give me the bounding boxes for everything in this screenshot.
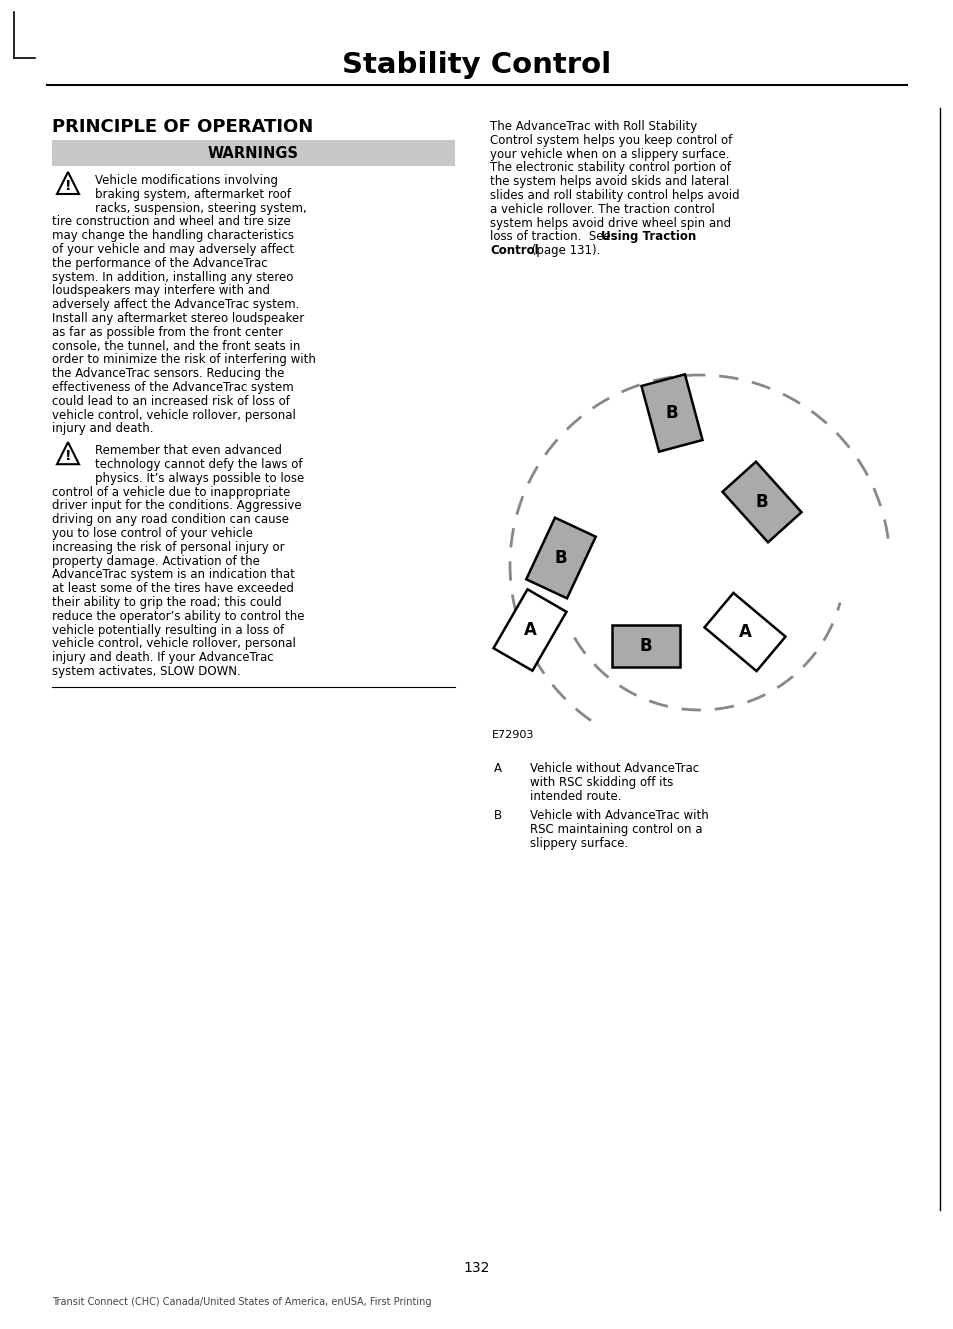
- Text: WARNINGS: WARNINGS: [208, 146, 298, 162]
- Text: loss of traction.  See: loss of traction. See: [490, 230, 614, 243]
- Text: a vehicle rollover. The traction control: a vehicle rollover. The traction control: [490, 203, 714, 215]
- Text: Vehicle without AdvanceTrac: Vehicle without AdvanceTrac: [530, 762, 699, 775]
- Text: system helps avoid drive wheel spin and: system helps avoid drive wheel spin and: [490, 217, 730, 230]
- Text: B: B: [665, 404, 678, 423]
- Text: A: A: [494, 762, 501, 775]
- Polygon shape: [526, 518, 595, 598]
- Text: adversely affect the AdvanceTrac system.: adversely affect the AdvanceTrac system.: [52, 298, 299, 311]
- Text: PRINCIPLE OF OPERATION: PRINCIPLE OF OPERATION: [52, 118, 313, 136]
- Text: intended route.: intended route.: [530, 789, 620, 803]
- Text: Install any aftermarket stereo loudspeaker: Install any aftermarket stereo loudspeak…: [52, 312, 304, 326]
- Text: system activates, SLOW DOWN.: system activates, SLOW DOWN.: [52, 664, 240, 678]
- Polygon shape: [721, 461, 801, 542]
- Text: The electronic stability control portion of: The electronic stability control portion…: [490, 161, 730, 174]
- Text: you to lose control of your vehicle: you to lose control of your vehicle: [52, 528, 253, 540]
- Text: property damage. Activation of the: property damage. Activation of the: [52, 554, 259, 567]
- Text: Transit Connect (CHC) Canada/United States of America, enUSA, First Printing: Transit Connect (CHC) Canada/United Stat…: [52, 1297, 431, 1306]
- Text: physics. It’s always possible to lose: physics. It’s always possible to lose: [95, 472, 304, 485]
- Text: the AdvanceTrac sensors. Reducing the: the AdvanceTrac sensors. Reducing the: [52, 367, 284, 380]
- Text: The AdvanceTrac with Roll Stability: The AdvanceTrac with Roll Stability: [490, 120, 697, 133]
- Text: driving on any road condition can cause: driving on any road condition can cause: [52, 513, 289, 526]
- Text: Control system helps you keep control of: Control system helps you keep control of: [490, 134, 732, 146]
- Text: Remember that even advanced: Remember that even advanced: [95, 444, 282, 457]
- Text: injury and death. If your AdvanceTrac: injury and death. If your AdvanceTrac: [52, 651, 274, 664]
- Text: order to minimize the risk of interfering with: order to minimize the risk of interferin…: [52, 354, 315, 367]
- Polygon shape: [612, 625, 679, 667]
- Text: A: A: [738, 623, 751, 641]
- Text: system. In addition, installing any stereo: system. In addition, installing any ster…: [52, 271, 294, 283]
- Text: braking system, aftermarket roof: braking system, aftermarket roof: [95, 187, 291, 201]
- Text: Vehicle modifications involving: Vehicle modifications involving: [95, 174, 277, 187]
- Text: their ability to grip the road; this could: their ability to grip the road; this cou…: [52, 595, 281, 609]
- Bar: [52, 140, 455, 166]
- Polygon shape: [493, 589, 566, 671]
- Text: injury and death.: injury and death.: [52, 423, 153, 436]
- Text: slides and roll stability control helps avoid: slides and roll stability control helps …: [490, 189, 739, 202]
- Text: RSC maintaining control on a: RSC maintaining control on a: [530, 823, 701, 836]
- Polygon shape: [703, 593, 784, 671]
- Text: !: !: [65, 449, 71, 462]
- Text: as far as possible from the front center: as far as possible from the front center: [52, 326, 283, 339]
- Text: at least some of the tires have exceeded: at least some of the tires have exceeded: [52, 582, 294, 595]
- Text: of your vehicle and may adversely affect: of your vehicle and may adversely affect: [52, 243, 294, 256]
- Text: could lead to an increased risk of loss of: could lead to an increased risk of loss …: [52, 395, 290, 408]
- Text: B: B: [494, 809, 501, 823]
- Text: vehicle control, vehicle rollover, personal: vehicle control, vehicle rollover, perso…: [52, 408, 295, 421]
- Text: loudspeakers may interfere with and: loudspeakers may interfere with and: [52, 284, 270, 298]
- Text: vehicle potentially resulting in a loss of: vehicle potentially resulting in a loss …: [52, 623, 284, 637]
- Polygon shape: [57, 171, 79, 194]
- Text: technology cannot defy the laws of: technology cannot defy the laws of: [95, 459, 302, 470]
- Text: AdvanceTrac system is an indication that: AdvanceTrac system is an indication that: [52, 569, 294, 581]
- Text: reduce the operator’s ability to control the: reduce the operator’s ability to control…: [52, 610, 304, 623]
- Text: racks, suspension, steering system,: racks, suspension, steering system,: [95, 202, 307, 214]
- Text: your vehicle when on a slippery surface.: your vehicle when on a slippery surface.: [490, 148, 729, 161]
- Text: (page 131).: (page 131).: [527, 245, 599, 258]
- Text: effectiveness of the AdvanceTrac system: effectiveness of the AdvanceTrac system: [52, 381, 294, 393]
- Text: the system helps avoid skids and lateral: the system helps avoid skids and lateral: [490, 175, 728, 189]
- Text: Using Traction: Using Traction: [600, 230, 696, 243]
- Text: B: B: [639, 637, 652, 655]
- Text: driver input for the conditions. Aggressive: driver input for the conditions. Aggress…: [52, 500, 301, 513]
- Text: B: B: [755, 493, 767, 510]
- Text: slippery surface.: slippery surface.: [530, 837, 628, 851]
- Text: 132: 132: [463, 1261, 490, 1275]
- Text: vehicle control, vehicle rollover, personal: vehicle control, vehicle rollover, perso…: [52, 638, 295, 650]
- Text: the performance of the AdvanceTrac: the performance of the AdvanceTrac: [52, 256, 268, 270]
- Polygon shape: [57, 443, 79, 464]
- Text: tire construction and wheel and tire size: tire construction and wheel and tire siz…: [52, 215, 291, 229]
- Text: E72903: E72903: [492, 730, 534, 740]
- Text: Vehicle with AdvanceTrac with: Vehicle with AdvanceTrac with: [530, 809, 708, 823]
- Text: console, the tunnel, and the front seats in: console, the tunnel, and the front seats…: [52, 340, 300, 352]
- Text: increasing the risk of personal injury or: increasing the risk of personal injury o…: [52, 541, 284, 554]
- Text: !: !: [65, 178, 71, 193]
- Text: Control: Control: [490, 245, 538, 258]
- Text: with RSC skidding off its: with RSC skidding off its: [530, 776, 673, 789]
- Text: A: A: [523, 621, 536, 639]
- Text: B: B: [554, 549, 567, 567]
- Text: control of a vehicle due to inappropriate: control of a vehicle due to inappropriat…: [52, 485, 290, 498]
- Polygon shape: [640, 375, 701, 452]
- Text: may change the handling characteristics: may change the handling characteristics: [52, 229, 294, 242]
- Text: Stability Control: Stability Control: [342, 51, 611, 78]
